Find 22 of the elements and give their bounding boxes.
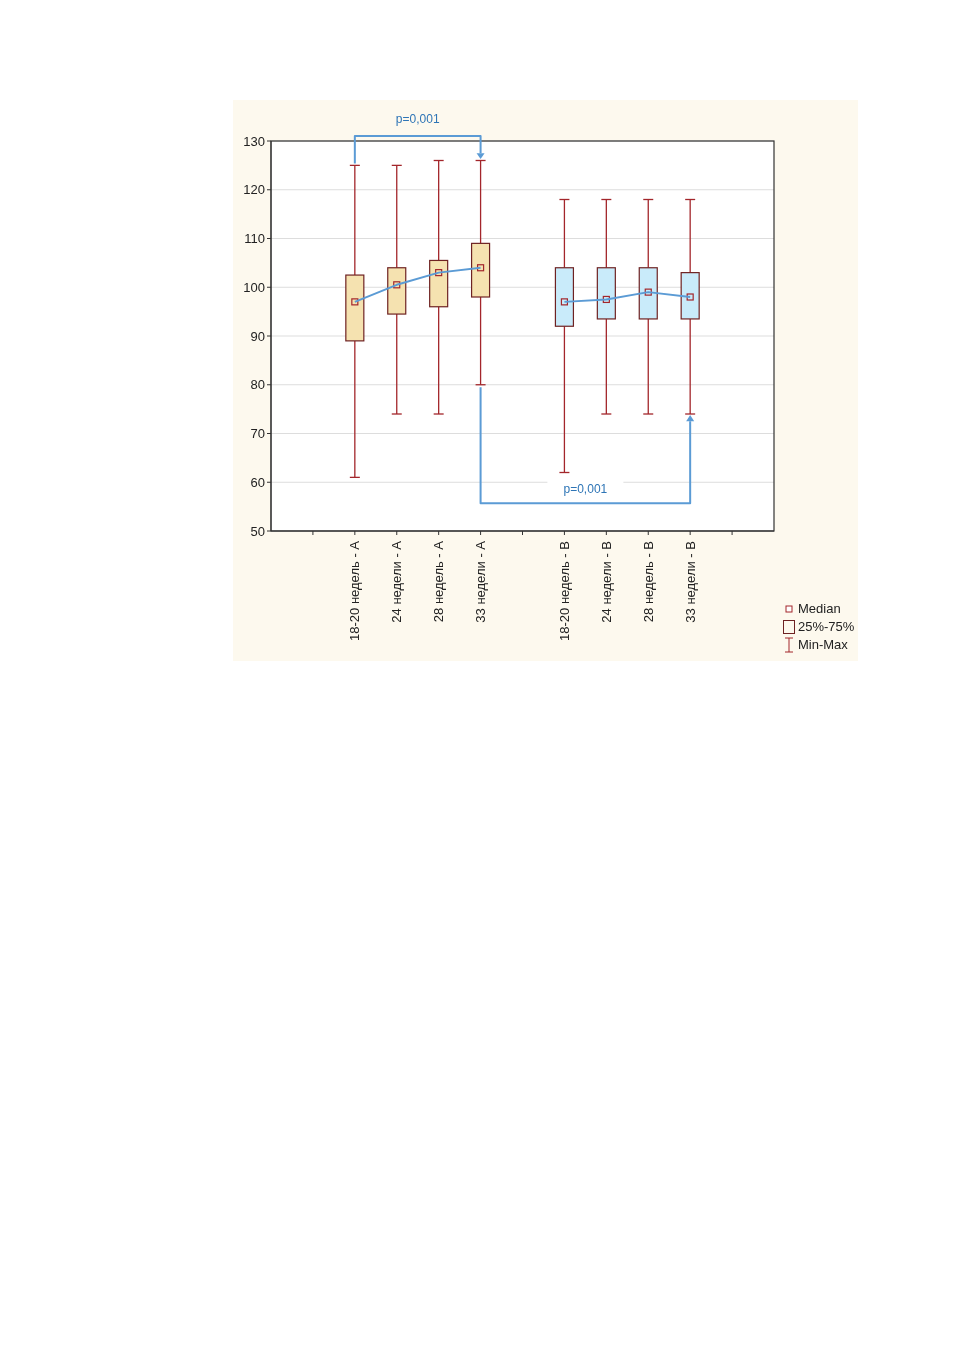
y-tick-label: 50 — [250, 523, 265, 539]
y-tick-label: 60 — [250, 474, 265, 490]
y-tick-label: 110 — [244, 231, 265, 247]
annotation: p=0,001 — [563, 482, 608, 497]
y-tick-label: 120 — [243, 182, 265, 198]
y-tick-label: 100 — [243, 279, 265, 295]
y-tick-label: 70 — [250, 426, 265, 442]
y-tick-label: 80 — [250, 377, 265, 393]
x-tick-label: 33 недели - B — [682, 541, 698, 623]
x-tick-label: 28 недель - A — [431, 540, 447, 623]
y-tick-label: 90 — [250, 328, 265, 344]
x-tick-label: 33 недели - A — [473, 540, 489, 623]
x-tick-label: 18-20 недель - B — [556, 541, 572, 641]
x-tick-label: 18-20 недель - A — [347, 540, 363, 641]
text: Median — [798, 600, 841, 618]
x-tick-label: 28 недель - B — [640, 541, 656, 623]
y-tick-label: 130 — [243, 133, 265, 149]
text: Min-Max — [798, 636, 848, 654]
text: 25%-75% — [798, 618, 855, 636]
text: p=0,001 — [395, 112, 440, 126]
x-tick-label: 24 недели - B — [598, 541, 614, 623]
x-tick-label: 24 недели - A — [389, 540, 405, 623]
